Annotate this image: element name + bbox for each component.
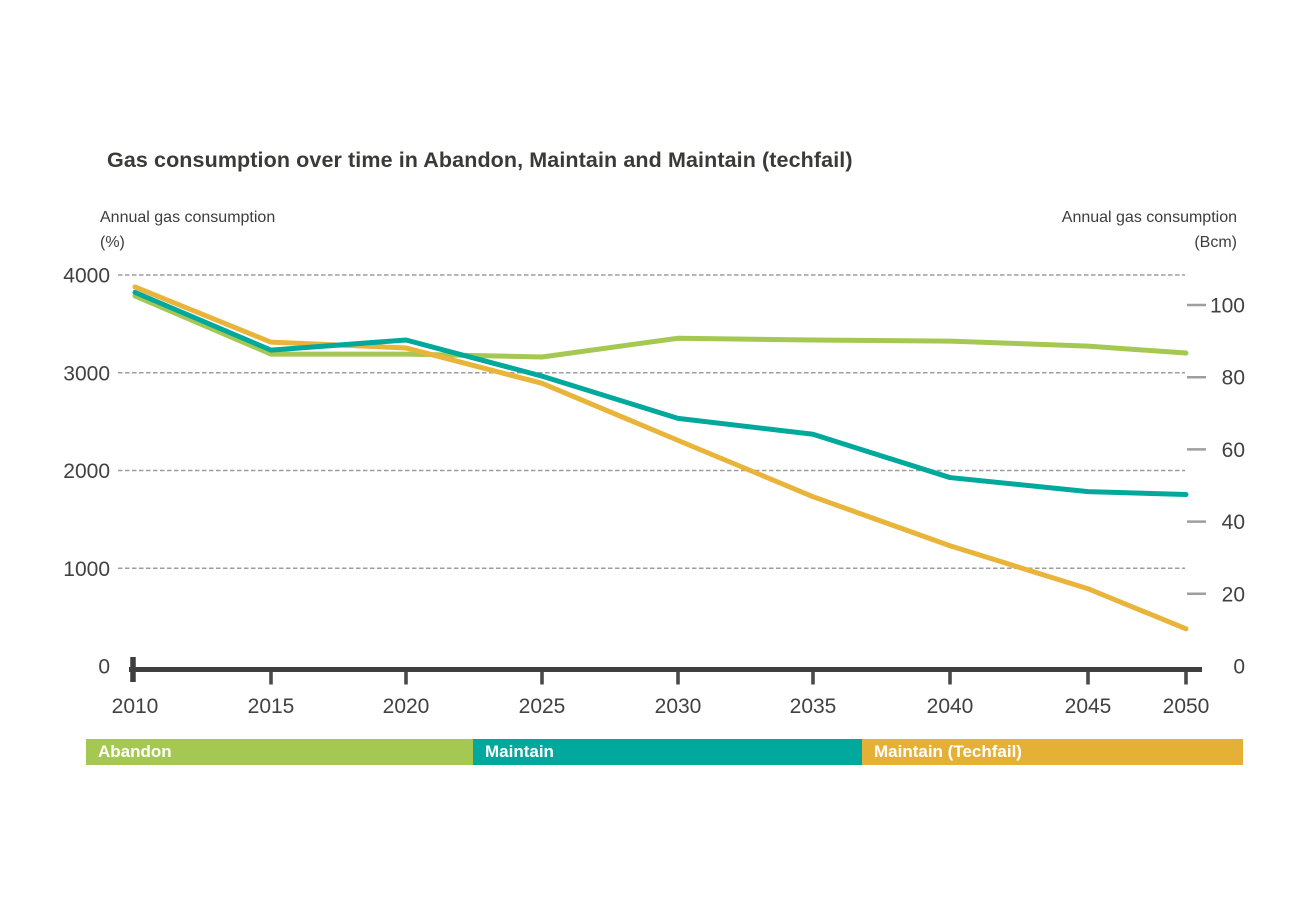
x-tick-label: 2020 bbox=[383, 695, 430, 718]
legend-bar: Abandon Maintain Maintain (Techfail) bbox=[86, 739, 1243, 765]
x-tick-label: 2015 bbox=[248, 695, 295, 718]
y-right-tick-label: 80 bbox=[1222, 367, 1245, 390]
x-tick-label: 2050 bbox=[1163, 695, 1210, 718]
legend-label-abandon: Abandon bbox=[98, 742, 172, 761]
legend-item-maintain: Maintain bbox=[473, 739, 862, 765]
right-axis-caption-line1: Annual gas consumption bbox=[1061, 209, 1237, 226]
left-axis-caption: Annual gas consumption (%) bbox=[100, 205, 275, 255]
y-right-tick-label: 20 bbox=[1222, 583, 1245, 606]
series-line-abandon bbox=[132, 293, 1189, 360]
right-axis-caption-line2: (Bcm) bbox=[1194, 234, 1237, 251]
y-right-tick-label: 100 bbox=[1210, 295, 1245, 318]
y-right-tick-label: 60 bbox=[1222, 439, 1245, 462]
right-axis-caption: Annual gas consumption (Bcm) bbox=[1062, 205, 1237, 255]
x-tick-label: 2045 bbox=[1065, 695, 1112, 718]
y-right-tick-label: 40 bbox=[1222, 511, 1245, 534]
series-line-maintain bbox=[132, 289, 1189, 498]
legend-label-maintain-techfail: Maintain (Techfail) bbox=[874, 742, 1022, 761]
left-axis-caption-line2: (%) bbox=[100, 234, 125, 251]
chart-title: Gas consumption over time in Abandon, Ma… bbox=[107, 148, 853, 172]
y-left-tick-label: 0 bbox=[98, 656, 110, 679]
left-axis-caption-line1: Annual gas consumption bbox=[100, 209, 276, 226]
x-tick-label: 2040 bbox=[927, 695, 974, 718]
x-tick-label: 2035 bbox=[790, 695, 837, 718]
legend-item-maintain-techfail: Maintain (Techfail) bbox=[862, 739, 1243, 765]
y-left-tick-label: 4000 bbox=[63, 265, 110, 288]
series-line-maintain-techfail bbox=[132, 284, 1189, 632]
x-tick-label: 2030 bbox=[655, 695, 702, 718]
legend-item-abandon: Abandon bbox=[86, 739, 473, 765]
y-right-tick-label: 0 bbox=[1233, 656, 1245, 679]
x-tick-label: 2010 bbox=[112, 695, 159, 718]
x-tick-label: 2025 bbox=[519, 695, 566, 718]
y-left-tick-label: 3000 bbox=[63, 362, 110, 385]
legend-label-maintain: Maintain bbox=[485, 742, 554, 761]
y-left-tick-label: 2000 bbox=[63, 460, 110, 483]
y-left-tick-label: 1000 bbox=[63, 558, 110, 581]
